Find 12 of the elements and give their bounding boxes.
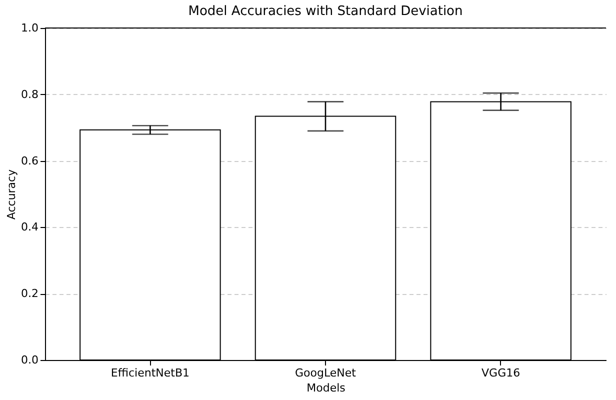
- y-tick-label: 0.6: [21, 154, 38, 168]
- x-tick-label: GoogLeNet: [295, 366, 357, 380]
- y-tick-label: 0.8: [21, 88, 38, 101]
- y-tick-label: 0.2: [21, 287, 38, 300]
- chart-title: Model Accuracies with Standard Deviation: [188, 4, 463, 19]
- y-tick-label: 0.0: [21, 354, 38, 366]
- y-tick-label: 1.0: [21, 22, 38, 34]
- x-axis-title: Models: [306, 382, 346, 394]
- y-axis-title: Accuracy: [5, 168, 18, 220]
- x-tick-label: VGG16: [482, 366, 520, 380]
- y-tick-label: 0.4: [21, 220, 38, 234]
- x-tick-label: EfficientNetB1: [110, 366, 190, 380]
